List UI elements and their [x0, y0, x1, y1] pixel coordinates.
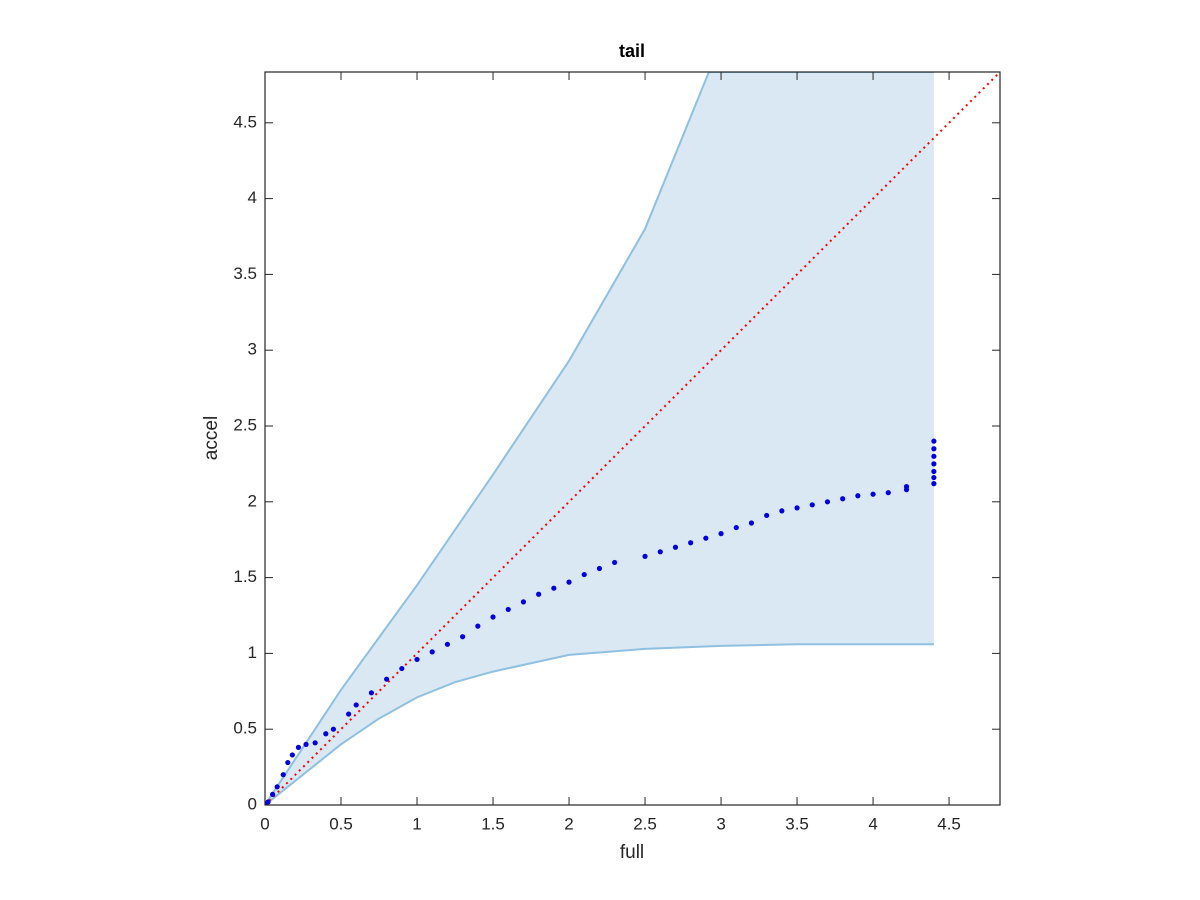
band-upper-edge: [265, 72, 934, 805]
y-tick-label: 0: [248, 794, 257, 813]
point: [384, 676, 390, 682]
plot-area: [265, 72, 1000, 805]
point: [280, 772, 286, 778]
point: [718, 531, 724, 537]
point: [779, 508, 785, 514]
point: [931, 438, 937, 444]
point: [460, 634, 466, 640]
x-tick-label: 0: [260, 814, 269, 833]
point: [733, 524, 739, 531]
point: [931, 446, 937, 452]
point: [642, 553, 648, 559]
point: [703, 535, 709, 541]
x-tick-label: 1.5: [481, 814, 505, 833]
y-axis-label: accel: [201, 416, 222, 460]
x-tick-label: 3.5: [785, 814, 809, 833]
point: [505, 606, 511, 613]
y-tick-label: 4.5: [233, 112, 257, 131]
point: [672, 544, 679, 550]
point: [748, 520, 755, 526]
point: [536, 591, 542, 597]
point: [274, 784, 280, 790]
point: [368, 690, 375, 696]
point: [931, 474, 937, 481]
point: [657, 549, 663, 555]
point: [764, 512, 770, 519]
y-tick-label: 2.5: [233, 415, 257, 434]
point: [809, 502, 815, 508]
point: [399, 665, 405, 672]
y-tick-label: 1: [248, 643, 257, 662]
y-tick-label: 3.5: [233, 264, 257, 283]
point: [794, 505, 800, 511]
point: [323, 731, 329, 737]
point: [265, 799, 271, 805]
y-tick-label: 0.5: [233, 719, 257, 738]
band-fill: [265, 72, 934, 805]
x-tick-label: 2: [564, 814, 573, 833]
chart-title: tail: [619, 41, 645, 61]
point: [931, 481, 937, 487]
x-tick-label: 3: [716, 814, 725, 833]
point: [475, 623, 481, 629]
x-tick-label: 4: [868, 814, 877, 833]
point: [566, 579, 572, 585]
y-tick-label: 4: [248, 188, 257, 207]
point: [855, 493, 861, 499]
point: [353, 702, 359, 708]
y-tick-label: 3: [248, 340, 257, 359]
point: [520, 599, 527, 605]
point: [490, 614, 496, 620]
point: [688, 540, 694, 546]
y-tick-label: 2: [248, 491, 257, 510]
reference-line: [265, 72, 1000, 805]
point: [285, 759, 291, 766]
point: [931, 461, 937, 467]
point: [414, 656, 420, 663]
x-axis-label: full: [620, 842, 644, 863]
point: [312, 740, 318, 746]
x-tick-label: 0.5: [329, 814, 353, 833]
point: [551, 585, 557, 591]
point: [581, 571, 587, 578]
point: [330, 726, 337, 732]
point: [303, 741, 309, 747]
point: [931, 453, 937, 459]
y-tick-label: 1.5: [233, 567, 257, 586]
x-tick-label: 1: [412, 814, 421, 833]
point: [444, 641, 451, 647]
point: [885, 490, 891, 496]
point: [596, 565, 603, 572]
point: [840, 496, 846, 502]
point: [931, 468, 937, 475]
point: [295, 744, 302, 750]
point: [612, 559, 618, 566]
x-tick-label: 4.5: [937, 814, 961, 833]
x-tick-label: 2.5: [633, 814, 657, 833]
point: [824, 499, 831, 505]
point: [903, 484, 910, 490]
point: [289, 752, 295, 758]
band-lower-edge: [265, 643, 934, 805]
point: [270, 791, 276, 797]
axes-box: [264, 71, 1001, 806]
point: [870, 491, 876, 497]
point: [346, 711, 352, 717]
point: [429, 649, 435, 655]
